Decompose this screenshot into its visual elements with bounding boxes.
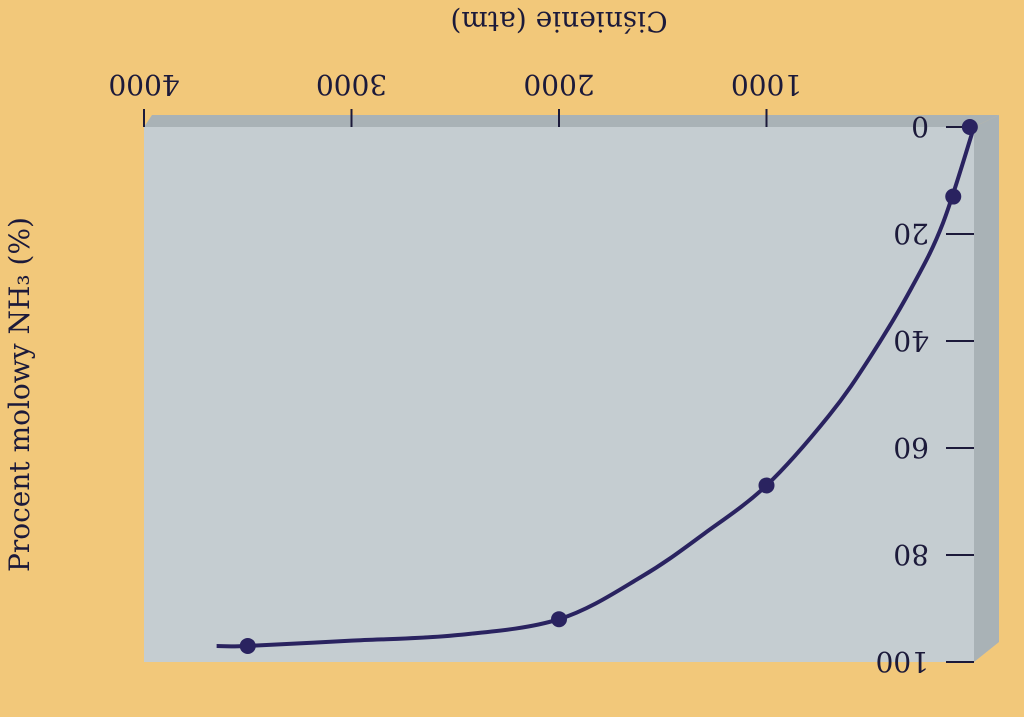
data-point xyxy=(239,637,256,654)
x-tick-label: 4000 xyxy=(108,68,179,101)
y-tick-label: 80 xyxy=(893,538,929,571)
y-tick-label: 0 xyxy=(911,110,929,143)
y-tick-label: 20 xyxy=(893,217,929,250)
data-points xyxy=(239,119,978,654)
y-tick-label: 100 xyxy=(876,645,929,678)
plot-panel-side xyxy=(974,115,999,662)
x-tick-label: 2000 xyxy=(523,68,594,101)
data-point xyxy=(945,188,962,205)
plot-panel-bottom xyxy=(144,115,999,127)
data-point xyxy=(961,119,978,135)
data-point xyxy=(551,611,567,628)
y-tick-label: 60 xyxy=(893,431,929,464)
x-tick-label: 1000 xyxy=(731,68,802,101)
series-line xyxy=(216,126,976,649)
axes: 0 20 40 60 80 100 1000 2000 3000 4000 xyxy=(108,68,974,678)
plot-panel-face xyxy=(144,127,974,662)
data-point xyxy=(758,477,775,494)
x-tick-label: 3000 xyxy=(316,68,387,101)
x-axis-title: Ciśnienie (atm) xyxy=(450,5,667,38)
plot-panel xyxy=(144,115,999,662)
y-axis-title: Procent molowy NH₃ (%) xyxy=(3,217,36,572)
y-tick-label: 40 xyxy=(893,324,929,357)
